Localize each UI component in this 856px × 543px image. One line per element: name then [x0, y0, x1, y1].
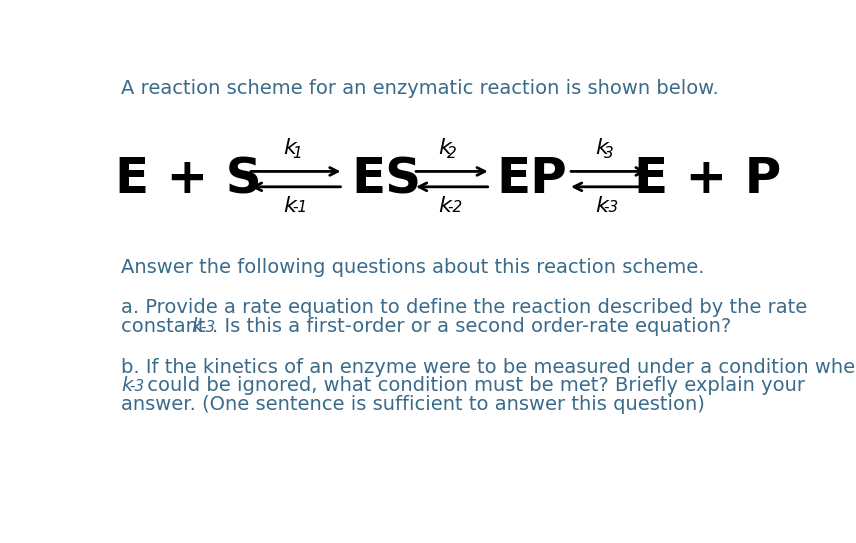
Text: k: k	[121, 376, 132, 395]
Text: E + P: E + P	[634, 155, 782, 203]
Text: -3: -3	[603, 200, 619, 215]
Text: k: k	[438, 137, 452, 157]
Text: k: k	[595, 137, 608, 157]
Text: k: k	[191, 317, 203, 336]
Text: answer. (One sentence is sufficient to answer this question): answer. (One sentence is sufficient to a…	[121, 395, 704, 414]
Text: a. Provide a rate equation to define the reaction described by the rate: a. Provide a rate equation to define the…	[121, 299, 807, 318]
Text: 3: 3	[603, 146, 614, 161]
Text: constant: constant	[121, 317, 211, 336]
Text: . Is this a first-order or a second order-rate equation?: . Is this a first-order or a second orde…	[211, 317, 731, 336]
Text: 2: 2	[447, 146, 457, 161]
Text: k: k	[438, 196, 452, 216]
Text: k: k	[595, 196, 608, 216]
Text: Answer the following questions about this reaction scheme.: Answer the following questions about thi…	[121, 258, 704, 277]
Text: -3: -3	[129, 380, 145, 394]
Text: b. If the kinetics of an enzyme were to be measured under a condition where: b. If the kinetics of an enzyme were to …	[121, 358, 856, 377]
Text: k: k	[283, 196, 296, 216]
Text: could be ignored, what condition must be met? Briefly explain your: could be ignored, what condition must be…	[141, 376, 805, 395]
Text: -3: -3	[200, 320, 215, 335]
Text: -2: -2	[447, 200, 462, 215]
Text: k: k	[283, 137, 296, 157]
Text: E + S: E + S	[115, 155, 262, 203]
Text: -1: -1	[292, 200, 307, 215]
Text: 1: 1	[292, 146, 302, 161]
Text: A reaction scheme for an enzymatic reaction is shown below.: A reaction scheme for an enzymatic react…	[121, 79, 719, 98]
Text: ES: ES	[351, 155, 421, 203]
Text: EP: EP	[496, 155, 567, 203]
